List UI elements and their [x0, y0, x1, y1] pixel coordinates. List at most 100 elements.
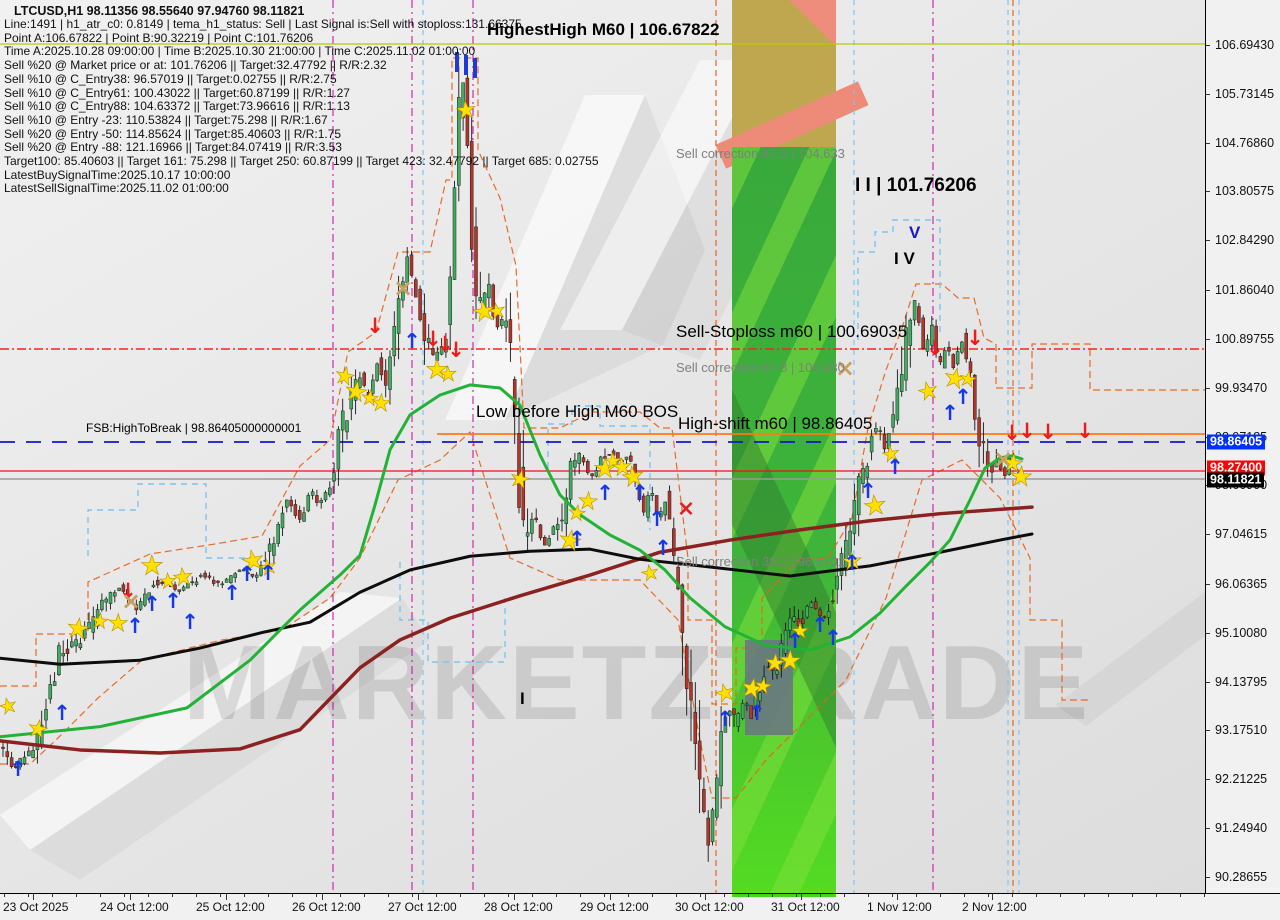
price-label: 106.69430: [1215, 38, 1275, 52]
chart-label: Sell-Stoploss m60 | 100.69035: [676, 322, 908, 341]
price-tick: [1206, 45, 1210, 46]
time-tick: [268, 894, 269, 897]
price-label: 104.76860: [1215, 135, 1275, 150]
price-tick: [1206, 93, 1210, 95]
info-line: LatestSellSignalTime:2025.11.02 01:00:00: [4, 181, 229, 196]
time-tick: [580, 894, 581, 897]
time-tick: [148, 894, 149, 897]
info-line: Sell %10 @ C_Entry61: 100.43022 || Targe…: [4, 85, 350, 100]
info-line: LatestBuySignalTime:2025.10.17 10:00:00: [4, 167, 231, 182]
time-tick: [892, 894, 893, 897]
time-label: 1 Nov 12:00: [867, 900, 932, 914]
time-tick: [916, 894, 917, 897]
time-tick-major: [226, 894, 227, 900]
time-tick: [1156, 894, 1157, 897]
info-line: Sell %10 @ Entry -23: 110.53824 || Targe…: [4, 112, 328, 127]
chart-label: V: [909, 223, 921, 242]
time-tick: [1108, 894, 1109, 897]
time-tick: [964, 894, 965, 897]
info-line: Sell %10 @ C_Entry88: 104.63372 || Targe…: [4, 99, 350, 114]
time-tick: [868, 894, 869, 897]
time-label: 28 Oct 12:00: [484, 900, 553, 914]
chart-label: Sell correction 38.2 | 96.5701: [676, 554, 845, 569]
time-tick: [124, 894, 125, 897]
info-line: Sell %20 @ Market price or at: 101.76206…: [4, 58, 387, 73]
info-line: Line:1491 | h1_atr_c0: 0.8149 | tema_h1_…: [4, 17, 522, 31]
info-line: Point A:106.67822 | Point B:90.32219 | P…: [4, 30, 314, 45]
time-tick: [628, 894, 629, 897]
time-label: 24 Oct 12:00: [100, 900, 169, 914]
price-label: 92.21225: [1215, 772, 1268, 787]
time-tick: [940, 894, 941, 897]
price-axis[interactable]: 106.69430 105.73145 104.76860 103.80575 102.…: [1205, 0, 1280, 893]
price-label: 93.17510: [1215, 723, 1268, 738]
time-tick: [652, 894, 653, 897]
price-label: 99.93470: [1215, 380, 1268, 395]
zone-green-body: [732, 147, 836, 893]
chart-label: Sell correction 87.5 | 104.633: [676, 146, 845, 161]
time-tick: [844, 894, 845, 897]
time-tick: [52, 894, 53, 897]
chart-label: FSB:HighToBreak | 98.86405000000001: [86, 421, 302, 435]
time-label: 29 Oct 12:00: [580, 900, 649, 914]
quote-line: LTCUSD,H1 98.11356 98.55640 97.94760 98.…: [14, 4, 305, 18]
price-label: 96.06365: [1215, 576, 1268, 591]
info-line: Time A:2025.10.28 09:00:00 | Time B:2025…: [4, 44, 476, 59]
current-price-tag: 98.86405: [1207, 434, 1266, 450]
price-label: 101.86040: [1215, 283, 1275, 298]
time-tick: [796, 894, 797, 897]
price-label: 94.13795: [1215, 674, 1268, 689]
time-tick: [292, 894, 293, 897]
time-tick: [220, 894, 221, 897]
time-tick: [316, 894, 317, 897]
price-tick: [1206, 632, 1210, 634]
time-tick: [484, 894, 485, 897]
price-tick: [1206, 387, 1210, 389]
time-tick: [508, 894, 509, 897]
highlight-zone-band: [715, 0, 869, 893]
time-tick-major: [705, 894, 706, 900]
price-label: 105.73145: [1215, 86, 1275, 101]
time-tick: [1132, 894, 1133, 897]
time-tick-major: [514, 894, 515, 900]
current-price-tag: 98.11821: [1207, 472, 1265, 488]
price-tick: [1206, 142, 1210, 144]
time-tick-major: [801, 894, 802, 900]
price-label: 91.24940: [1215, 821, 1268, 836]
time-tick-major: [130, 894, 131, 900]
chart-label: I V: [894, 249, 915, 268]
time-tick: [604, 894, 605, 897]
price-tick: [1206, 290, 1210, 292]
time-tick: [1060, 894, 1061, 897]
chart-label: HighestHigh M60 | 106.67822: [487, 20, 720, 39]
info-line: Sell %10 @ C_Entry38: 96.57019 || Target…: [4, 71, 337, 86]
time-label: 27 Oct 12:00: [388, 900, 457, 914]
time-tick: [364, 894, 365, 897]
price-label: 103.80575: [1215, 184, 1275, 199]
time-tick: [1180, 894, 1181, 897]
price-tick: [1206, 191, 1210, 193]
time-tick: [988, 894, 989, 897]
time-tick: [556, 894, 557, 897]
time-tick: [4, 894, 5, 897]
time-tick-major: [322, 894, 323, 900]
time-tick: [1012, 894, 1013, 897]
chart-label: I: [520, 689, 525, 708]
time-tick: [460, 894, 461, 897]
price-tick: [1206, 681, 1210, 683]
time-tick: [1036, 894, 1037, 897]
price-tick: [1206, 338, 1210, 340]
time-tick: [748, 894, 749, 897]
time-tick: [196, 894, 197, 897]
time-label: 31 Oct 12:00: [771, 900, 840, 914]
info-line: Sell %20 @ Entry -88: 121.16966 || Targe…: [4, 140, 342, 155]
time-tick: [1204, 894, 1205, 897]
time-axis[interactable]: 23 Oct 2025 24 Oct 12:00 25 Oct 12:00 26 Oc…: [0, 893, 1280, 920]
time-tick: [772, 894, 773, 897]
time-label: 25 Oct 12:00: [196, 900, 265, 914]
time-tick-major: [610, 894, 611, 900]
chart-label: I I | 101.76206: [855, 175, 977, 196]
brand-watermark: MARKETZTRADE: [183, 624, 1091, 742]
chart-label: Sell correction 61.8 | 100.430: [676, 360, 845, 375]
